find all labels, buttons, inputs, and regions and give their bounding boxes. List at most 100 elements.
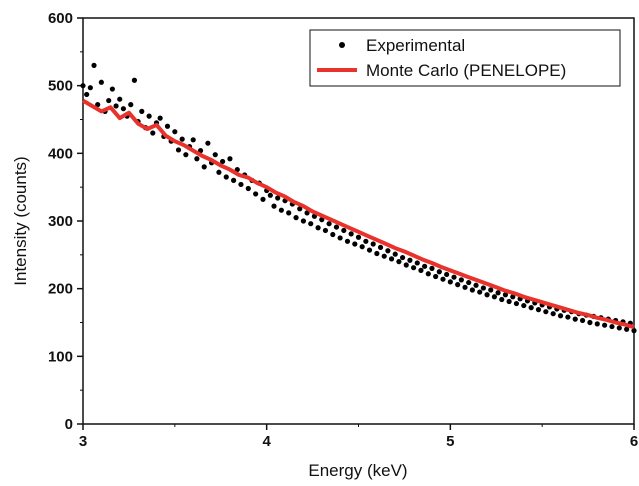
experimental-point <box>319 217 325 223</box>
experimental-point <box>113 103 119 109</box>
experimental-point <box>352 241 358 247</box>
experimental-point <box>543 309 549 315</box>
experimental-point <box>594 321 600 327</box>
y-axis-title: Intensity (counts) <box>11 156 30 285</box>
y-axis: 0 100 200 300 400 500 600 <box>48 10 83 433</box>
experimental-point <box>535 307 542 313</box>
experimental-point <box>579 317 586 324</box>
experimental-point <box>190 137 196 143</box>
experimental-point <box>440 276 446 282</box>
experimental-point <box>455 282 461 288</box>
experimental-point <box>278 207 284 213</box>
experimental-point <box>359 244 365 250</box>
x-tick-label: 3 <box>79 433 87 450</box>
experimental-point <box>506 298 512 305</box>
experimental-point <box>139 108 145 114</box>
y-tick-label: 100 <box>48 348 73 365</box>
experimental-point <box>602 322 608 328</box>
experimental-point <box>355 234 362 240</box>
experimental-point <box>183 152 189 158</box>
experimental-point <box>521 302 527 309</box>
experimental-point <box>146 113 152 119</box>
experimental-point <box>131 77 138 83</box>
experimental-point <box>436 269 442 275</box>
y-tick-label: 500 <box>48 78 73 95</box>
experimental-point <box>297 206 303 212</box>
experimental-point <box>411 265 417 271</box>
experimental-point <box>388 256 395 262</box>
experimental-point <box>433 273 439 280</box>
experimental-point <box>128 102 134 108</box>
experimental-point <box>157 115 163 121</box>
experimental-point <box>308 221 314 227</box>
experimental-point <box>293 215 299 221</box>
experimental-point <box>499 296 505 303</box>
experimental-point <box>624 326 630 332</box>
experimental-point <box>231 177 237 183</box>
x-tick-label: 6 <box>630 433 638 450</box>
experimental-point <box>462 284 468 290</box>
experimental-point <box>528 305 534 311</box>
experimental-point <box>172 129 178 135</box>
legend-label-monte-carlo: Monte Carlo (PENELOPE) <box>366 61 566 80</box>
experimental-point <box>488 287 494 293</box>
experimental-point <box>120 106 127 112</box>
x-tick-label: 5 <box>446 433 454 450</box>
experimental-point <box>267 192 273 198</box>
experimental-point <box>109 86 115 92</box>
experimental-point <box>396 259 402 265</box>
y-tick-label: 600 <box>48 10 73 27</box>
experimental-point <box>219 158 226 165</box>
legend-label-experimental: Experimental <box>366 36 465 55</box>
experimental-point <box>175 147 182 153</box>
experimental-point <box>385 248 391 254</box>
experimental-point <box>150 130 156 136</box>
x-axis-title: Energy (keV) <box>308 461 407 480</box>
monte-carlo-series <box>81 98 635 330</box>
experimental-point <box>337 235 343 241</box>
experimental-point <box>238 181 244 188</box>
legend: Experimental Monte Carlo (PENELOPE) <box>309 29 621 87</box>
experimental-point <box>98 79 104 85</box>
x-tick-label: 4 <box>262 433 271 450</box>
experimental-point <box>275 195 281 201</box>
experimental-point <box>473 282 479 288</box>
experimental-point <box>322 227 329 234</box>
experimental-point <box>565 314 571 320</box>
experimental-point <box>227 156 233 162</box>
experimental-point <box>117 96 123 102</box>
experimental-point <box>333 224 340 230</box>
experimental-point <box>407 257 413 263</box>
experimental-point <box>91 62 97 68</box>
experimental-point <box>164 123 171 129</box>
experimental-point <box>403 262 409 268</box>
experimental-point <box>348 231 354 237</box>
experimental-point <box>286 210 292 216</box>
experimental-point <box>587 319 593 326</box>
experimental-point <box>447 279 453 285</box>
experimental-point <box>458 277 464 283</box>
experimental-point <box>484 292 490 298</box>
experimental-point <box>216 169 222 175</box>
experimental-point <box>616 325 622 331</box>
experimental-point <box>491 294 498 300</box>
experimental-point <box>179 136 185 142</box>
experimental-point <box>550 311 556 317</box>
monte-carlo-line <box>81 98 635 330</box>
experimental-point <box>381 253 387 259</box>
experimental-point <box>495 290 501 296</box>
experimental-point <box>399 254 406 261</box>
experimental-point <box>466 279 472 286</box>
experimental-point <box>212 152 218 158</box>
y-tick-label: 400 <box>48 145 73 162</box>
experimental-point <box>80 83 86 89</box>
y-tick-label: 0 <box>65 416 73 433</box>
experimental-point <box>425 271 431 277</box>
experimental-point <box>480 285 486 291</box>
legend-box <box>309 29 621 87</box>
experimental-point <box>95 102 101 108</box>
experimental-point <box>370 241 376 247</box>
experimental-point <box>451 274 457 280</box>
experimental-point <box>429 265 435 271</box>
